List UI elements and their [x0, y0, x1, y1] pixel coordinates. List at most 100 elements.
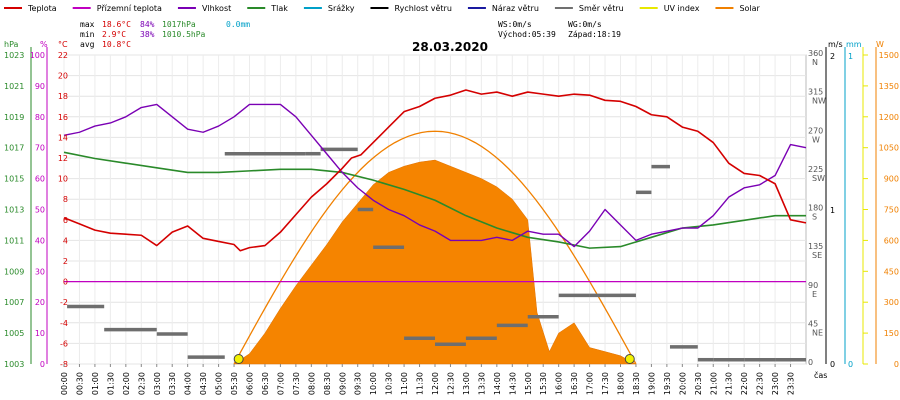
legend-label-5: Rychlost větru [394, 4, 451, 13]
x-tick-36: 18:00 [617, 372, 626, 395]
dir-name-4: S [812, 213, 817, 222]
dir-name-2: W [812, 135, 820, 144]
x-tick-26: 13:00 [462, 372, 471, 395]
x-tick-30: 15:00 [524, 372, 533, 395]
stat-wg: WG:0m/s [568, 20, 602, 29]
ms-tick-2: 0 [830, 360, 835, 369]
mm-tick-1: 0 [848, 360, 853, 369]
pct-tick-2: 20 [35, 298, 45, 307]
w-tick-7: 1050 [879, 144, 899, 153]
stat-min-press: 1010.5hPa [162, 30, 206, 39]
w-tick-6: 900 [884, 175, 899, 184]
x-tick-19: 09:30 [354, 372, 363, 395]
w-tick-10: 1500 [879, 51, 899, 60]
dir-tick-6: 90 [808, 281, 818, 290]
x-tick-41: 20:30 [694, 372, 703, 395]
ms-tick-1: 1 [830, 206, 835, 215]
x-tick-27: 13:30 [477, 372, 486, 395]
x-tick-40: 20:00 [678, 372, 687, 395]
stat-max-press: 1017hPa [162, 20, 196, 29]
hpa-tick-0: 1003 [4, 360, 24, 369]
w-tick-9: 1350 [879, 82, 899, 91]
x-tick-21: 10:30 [385, 372, 394, 395]
c-tick-12: 16 [58, 113, 68, 122]
solar-clear-sky-line [233, 130, 637, 365]
c-tick-1: -6 [60, 339, 68, 348]
pct-tick-5: 50 [35, 206, 45, 215]
x-tick-47: 23:30 [787, 372, 796, 395]
c-tick-5: 2 [63, 257, 68, 266]
x-tick-33: 16:30 [570, 372, 579, 395]
hpa-tick-4: 1011 [4, 236, 24, 245]
x-tick-43: 21:30 [725, 372, 734, 395]
legend-label-4: Srážky [328, 4, 355, 13]
stat-min-label: min [80, 30, 95, 39]
stat-avg-label: avg [80, 40, 95, 49]
x-tick-14: 07:00 [276, 372, 285, 395]
w-tick-3: 450 [884, 267, 899, 276]
dir-tick-4: 180 [808, 204, 823, 213]
x-tick-2: 01:00 [91, 372, 100, 395]
x-tick-42: 21:00 [709, 372, 718, 395]
x-tick-5: 02:30 [137, 372, 146, 395]
hpa-tick-10: 1023 [4, 51, 24, 60]
c-tick-2: -4 [60, 319, 68, 328]
dir-tick-8: 0 [808, 358, 813, 367]
x-tick-22: 11:00 [400, 372, 409, 395]
c-tick-10: 12 [58, 154, 68, 163]
pct-tick-9: 90 [35, 82, 45, 91]
x-tick-37: 18:30 [632, 372, 641, 395]
hpa-tick-1: 1005 [4, 329, 24, 338]
x-tick-12: 06:00 [246, 372, 255, 395]
dir-tick-3: 225 [808, 165, 823, 174]
w-tick-0: 0 [894, 360, 899, 369]
ms-tick-0: 2 [830, 52, 835, 61]
x-tick-7: 03:30 [168, 372, 177, 395]
hpa-tick-6: 1015 [4, 175, 24, 184]
x-tick-0: 00:00 [60, 372, 69, 395]
c-tick-14: 20 [58, 72, 68, 81]
c-tick-3: -2 [60, 298, 68, 307]
pct-tick-4: 40 [35, 236, 45, 245]
x-tick-29: 14:30 [508, 372, 517, 395]
x-axis-title: čas [814, 370, 827, 380]
w-tick-8: 1200 [879, 113, 899, 122]
hpa-tick-5: 1013 [4, 206, 24, 215]
x-tick-35: 17:30 [601, 372, 610, 395]
c-tick-15: 22 [58, 51, 68, 60]
x-tick-11: 05:30 [230, 372, 239, 395]
c-tick-6: 4 [63, 236, 68, 245]
pct-tick-3: 30 [35, 267, 45, 276]
dir-name-7: NE [812, 328, 823, 337]
w-tick-2: 300 [884, 298, 899, 307]
legend-label-6: Náraz větru [492, 4, 539, 13]
dir-name-0: N [812, 58, 818, 67]
x-tick-45: 22:30 [756, 372, 765, 395]
legend-label-8: UV index [664, 4, 700, 13]
c-axis-title: °C [58, 40, 68, 49]
ms-axis-title: m/s [828, 40, 843, 49]
pct-tick-10: 100 [30, 51, 45, 60]
humidity-line [63, 103, 807, 248]
c-tick-8: 8 [63, 195, 68, 204]
c-tick-9: 10 [58, 175, 68, 184]
dir-name-1: NW [812, 97, 826, 106]
hpa-tick-7: 1017 [4, 144, 24, 153]
dir-name-6: E [812, 290, 817, 299]
w-axis-title: W [876, 40, 884, 49]
x-tick-31: 15:30 [539, 372, 548, 395]
x-tick-18: 09:00 [338, 372, 347, 395]
dir-tick-2: 270 [808, 126, 823, 135]
pct-tick-6: 60 [35, 175, 45, 184]
pct-tick-7: 70 [35, 144, 45, 153]
c-tick-4: 0 [63, 278, 68, 287]
solar-area [233, 159, 637, 365]
x-tick-32: 16:00 [555, 372, 564, 395]
x-tick-3: 01:30 [106, 372, 115, 395]
dir-tick-1: 315 [808, 88, 823, 97]
legend-label-1: Přízemní teplota [97, 4, 162, 13]
c-tick-7: 6 [63, 216, 68, 225]
x-tick-46: 23:00 [771, 372, 780, 395]
hpa-tick-2: 1007 [4, 298, 24, 307]
x-tick-10: 05:00 [215, 372, 224, 395]
